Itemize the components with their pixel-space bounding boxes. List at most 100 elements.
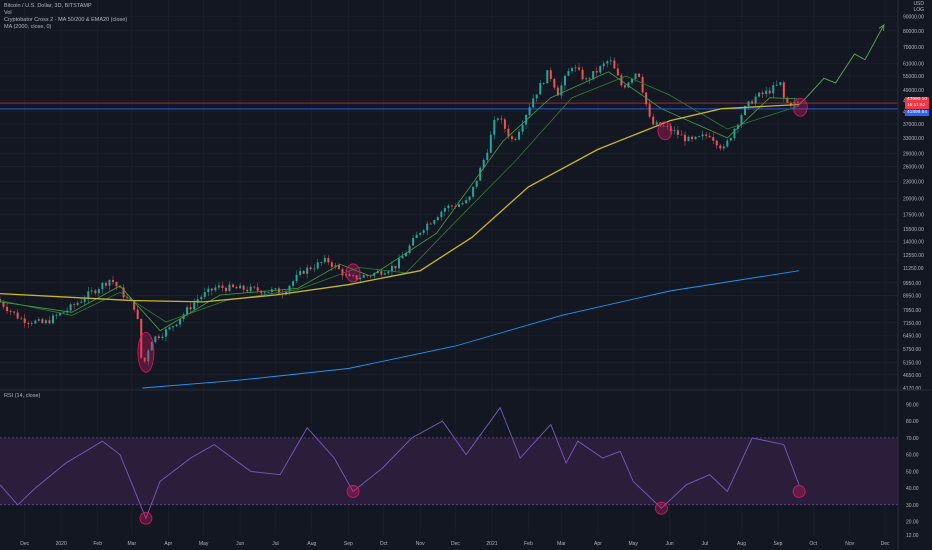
candle-body	[599, 66, 602, 73]
candle-body	[228, 284, 231, 292]
candle-body	[754, 96, 757, 104]
x-tick-label: Oct	[380, 541, 388, 547]
candle-body	[793, 101, 796, 106]
candle-body	[23, 318, 26, 323]
candle-body	[136, 309, 139, 319]
y-tick-label: 4650.00	[903, 373, 921, 379]
x-tick-label: Jun	[236, 541, 244, 547]
candle-body	[210, 288, 213, 291]
candle-body	[447, 205, 450, 209]
candle-body	[719, 145, 722, 149]
candle-body	[567, 71, 570, 76]
candle-body	[221, 285, 224, 288]
candle-body	[359, 277, 362, 280]
x-tick-label: Aug	[737, 541, 746, 547]
candle-body	[73, 304, 76, 306]
x-tick-label: Dec	[20, 541, 29, 547]
candle-body	[761, 92, 764, 95]
candle-body	[623, 85, 626, 88]
x-tick-label: Mar	[557, 541, 566, 547]
candle-body	[164, 329, 167, 337]
y-tick-label: 26000.00	[903, 165, 924, 171]
candle-body	[585, 78, 588, 80]
candle-body	[436, 217, 439, 221]
indicator-ma-2000[interactable]: MA (2000, close, 0)	[4, 24, 52, 30]
candle-body	[666, 125, 669, 127]
y-tick-label: 17500.00	[903, 213, 924, 219]
candle-body	[768, 90, 771, 94]
ma2000-line	[142, 270, 800, 389]
candle-body	[518, 131, 521, 140]
candle-body	[256, 287, 259, 291]
candle-body	[355, 275, 358, 280]
candle-body	[316, 262, 319, 269]
x-tick-label: Feb	[93, 541, 102, 547]
candle-body	[48, 320, 51, 324]
candle-body	[235, 287, 238, 289]
candle-body	[76, 302, 79, 306]
candle-body	[242, 285, 245, 290]
x-tick-label: Feb	[524, 541, 533, 547]
candle-body	[193, 302, 196, 310]
symbol-title[interactable]: Bitcoin / U.S. Dollar, 3D, BITSTAMP	[4, 3, 92, 9]
candle-body	[758, 92, 761, 97]
candle-body	[602, 63, 605, 67]
x-tick-label: Apr	[164, 541, 172, 547]
candle-body	[691, 136, 694, 140]
candle-body	[16, 312, 19, 319]
candle-body	[676, 130, 679, 135]
candle-body	[609, 60, 612, 62]
candle-body	[563, 75, 566, 86]
candle-body	[313, 268, 316, 270]
circled-point	[657, 121, 673, 141]
candle-body	[712, 137, 715, 141]
rsi-circled-point	[346, 485, 360, 498]
y-tick-label: 20000.00	[903, 196, 924, 202]
candle-body	[560, 85, 563, 96]
y-tick-label: 12550.00	[903, 253, 924, 259]
candle-body	[532, 98, 535, 108]
circled-point	[792, 97, 808, 117]
candle-body	[779, 82, 782, 85]
y-tick-label: 80000.00	[903, 29, 924, 35]
candle-body	[383, 273, 386, 275]
candle-body	[41, 319, 44, 324]
candle-body	[179, 319, 182, 325]
candle-body	[299, 271, 302, 275]
candle-body	[662, 125, 665, 127]
candle-body	[172, 326, 175, 328]
candle-body	[147, 350, 150, 362]
scale-mode-label: LOG	[913, 7, 924, 13]
rsi-tick-label: 40.00	[906, 486, 919, 492]
candle-body	[119, 286, 122, 288]
y-tick-label: 90000.00	[903, 15, 924, 21]
candle-body	[578, 67, 581, 70]
candle-body	[408, 245, 411, 253]
candle-body	[782, 82, 785, 98]
candle-body	[722, 146, 725, 149]
candle-body	[751, 101, 754, 104]
candle-body	[652, 116, 655, 125]
candle-body	[574, 67, 577, 69]
candle-body	[352, 275, 355, 277]
candle-body	[341, 269, 344, 276]
rsi-legend[interactable]: RSI (14, close)	[4, 393, 41, 399]
candle-body	[606, 61, 609, 64]
x-tick-label: Jun	[666, 541, 674, 547]
candle-body	[274, 288, 277, 290]
candle-body	[62, 312, 65, 314]
y-tick-label: 15500.00	[903, 227, 924, 233]
level-price-value: 41899.64	[906, 110, 927, 115]
indicator-ma-cross[interactable]: Cryptobator Cross 2 - MA 50/200 & EMA20 …	[4, 17, 128, 23]
x-tick-label: Nov	[416, 541, 425, 547]
currency-settings[interactable]: USD LOG	[913, 1, 924, 13]
volume-label[interactable]: Vol	[4, 10, 12, 16]
candle-body	[90, 290, 93, 292]
candle-body	[542, 83, 545, 84]
candle-body	[528, 107, 531, 116]
candle-body	[514, 139, 517, 140]
candle-body	[309, 267, 312, 270]
candle-body	[726, 140, 729, 147]
x-tick-label: May	[199, 541, 209, 547]
